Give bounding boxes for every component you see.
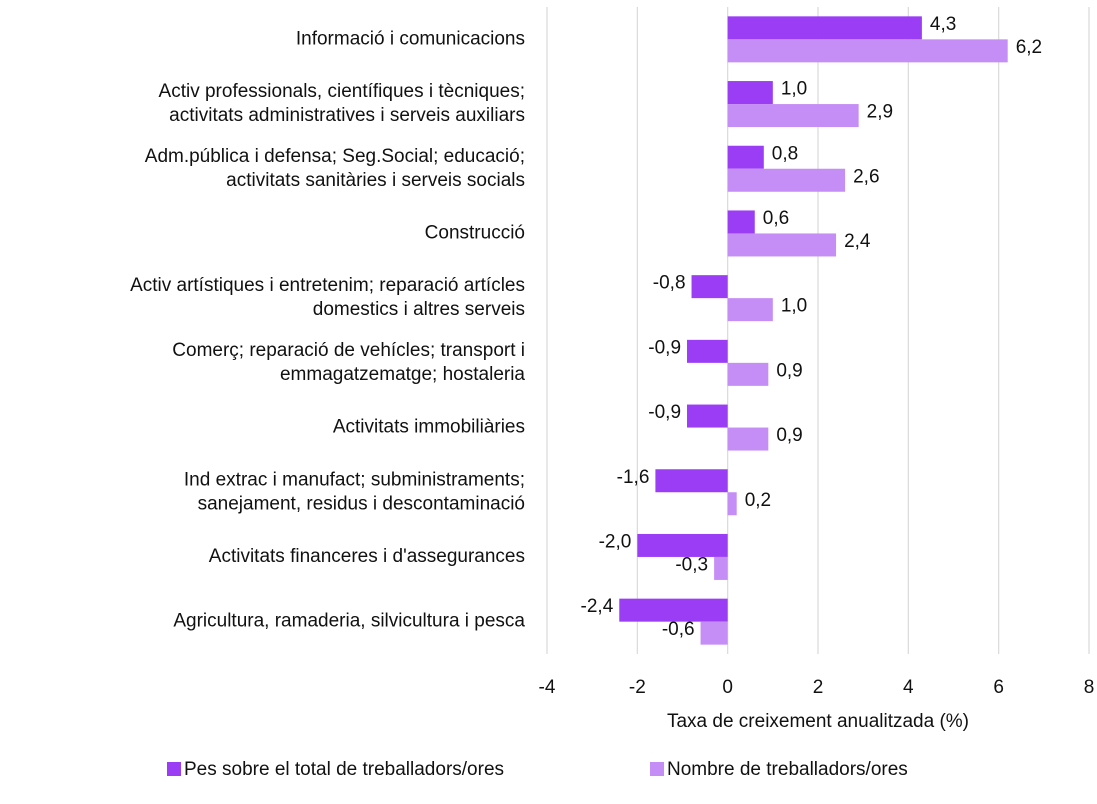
bar xyxy=(691,275,728,299)
data-label: 2,6 xyxy=(853,166,879,187)
y-tick-label: Adm.pública i defensa; Seg.Social; educa… xyxy=(145,146,525,167)
y-tick-label: Informació i comunicacions xyxy=(296,28,525,49)
data-label: 2,4 xyxy=(844,231,871,252)
y-tick-label: activitats sanitàries i serveis socials xyxy=(226,170,525,191)
data-label: -0,9 xyxy=(648,337,681,358)
legend-swatch xyxy=(167,762,181,776)
bar xyxy=(619,598,728,622)
bar xyxy=(727,233,837,257)
y-tick-label: Activ professionals, científiques i tècn… xyxy=(159,81,525,102)
x-tick-label: 0 xyxy=(722,677,733,698)
data-label: -0,9 xyxy=(648,402,681,423)
bar xyxy=(687,404,728,428)
data-label: -1,6 xyxy=(617,467,650,488)
legend-label: Pes sobre el total de treballadors/ores xyxy=(184,759,504,780)
bar xyxy=(637,533,728,557)
y-tick-label: activitats administratives i serveis aux… xyxy=(169,105,525,126)
bar xyxy=(727,492,737,516)
bar xyxy=(727,145,764,169)
data-label: 6,2 xyxy=(1016,37,1042,58)
bar xyxy=(687,339,728,363)
data-label: 0,9 xyxy=(776,360,802,381)
bar xyxy=(727,39,1008,63)
data-label: -2,0 xyxy=(599,531,632,552)
bar xyxy=(655,469,728,493)
x-tick-label: -4 xyxy=(539,677,556,698)
data-label: -0,3 xyxy=(675,554,708,575)
y-tick-label: sanejament, residus i descontaminació xyxy=(198,493,525,514)
data-label: 1,0 xyxy=(781,79,807,100)
data-label: 0,8 xyxy=(772,143,798,164)
y-tick-label: Construcció xyxy=(425,222,525,243)
bar xyxy=(727,104,859,128)
data-label: 0,6 xyxy=(763,208,789,229)
data-label: -0,6 xyxy=(662,619,695,640)
x-tick-label: 8 xyxy=(1084,677,1095,698)
bar xyxy=(727,168,846,192)
y-tick-label: Agricultura, ramaderia, silvicultura i p… xyxy=(173,611,525,632)
data-label: 2,9 xyxy=(867,102,893,123)
legend-swatch xyxy=(650,762,664,776)
bar xyxy=(727,427,769,451)
bar xyxy=(727,362,769,386)
x-tick-label: 6 xyxy=(993,677,1004,698)
bar xyxy=(714,556,728,580)
y-tick-label: Activitats financeres i d'assegurances xyxy=(209,546,525,567)
y-tick-label: Comerç; reparació de vehícles; transport… xyxy=(172,340,525,361)
data-label: -2,4 xyxy=(581,596,614,617)
y-tick-label: domestics i altres serveis xyxy=(313,299,525,320)
x-tick-label: -2 xyxy=(629,677,646,698)
y-tick-label: Activitats immobiliàries xyxy=(333,417,525,438)
bar xyxy=(700,621,728,645)
data-label: -0,8 xyxy=(653,273,686,294)
x-tick-label: 2 xyxy=(813,677,824,698)
data-label: 1,0 xyxy=(781,296,807,317)
y-tick-label: Activ artístiques i entretenim; reparaci… xyxy=(130,275,525,296)
data-label: 0,9 xyxy=(776,425,802,446)
legend-label: Nombre de treballadors/ores xyxy=(667,759,908,780)
y-tick-label: Ind extrac i manufact; subministraments; xyxy=(184,469,525,490)
bar xyxy=(727,16,922,40)
y-tick-label: emmagatzematge; hostaleria xyxy=(280,364,525,385)
bar xyxy=(727,298,773,322)
data-label: 4,3 xyxy=(930,14,956,35)
data-label: 0,2 xyxy=(745,490,771,511)
bar xyxy=(727,210,755,234)
x-tick-label: 4 xyxy=(903,677,914,698)
x-axis-title: Taxa de creixement anualitzada (%) xyxy=(667,711,969,732)
bar xyxy=(727,81,773,105)
